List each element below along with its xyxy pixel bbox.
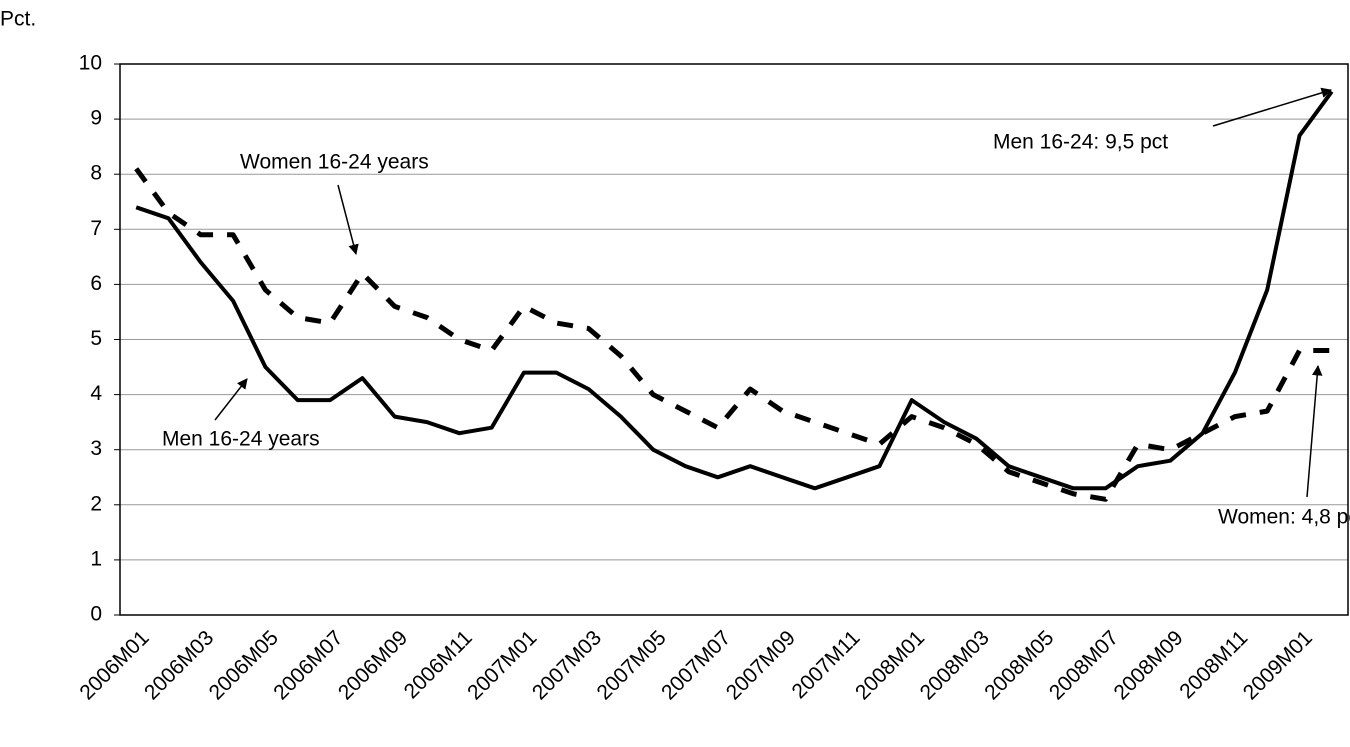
x-tick-label: 2007M01 [463,626,541,704]
y-tick-label: 0 [90,603,102,626]
y-tick-label: 4 [90,382,102,405]
x-tick-label: 2008M11 [1175,626,1252,703]
x-tick-label: 2006M01 [75,626,153,704]
annotation: Men 16-24: 9,5 pct [993,131,1168,154]
y-tick-label: 6 [90,272,102,295]
x-tick-label: 2007M09 [722,626,800,704]
x-tick-label: 2007M05 [592,626,670,704]
x-tick-label: 2006M09 [334,626,412,704]
x-tick-label: 2006M11 [400,626,477,703]
x-tick-label: 2007M11 [787,626,864,703]
y-tick-label: 9 [90,107,102,130]
x-tick-label: 2006M07 [269,626,347,704]
y-tick-label: 1 [90,547,102,570]
x-tick-label: 2009M01 [1239,626,1317,704]
annotation: Men 16-24 years [162,428,320,451]
y-tick-label: 5 [90,327,102,350]
y-axis-label: Pct. [0,8,36,31]
x-tick-label: 2008M01 [851,626,929,704]
annotation: Women: 4,8 pct [1218,506,1350,529]
y-tick-label: 10 [79,52,102,75]
annotation-arrow [1306,364,1323,498]
annotation-arrow [337,184,359,256]
x-tick-label: 2008M03 [916,626,994,704]
series-line [135,90,1334,491]
x-tick-label: 2008M05 [980,626,1058,704]
x-tick-label: 2007M07 [657,626,735,704]
y-tick-label: 8 [90,162,102,185]
x-tick-label: 2006M03 [140,626,218,704]
x-tick-label: 2008M07 [1045,626,1123,704]
x-tick-label: 2007M03 [528,626,606,704]
series-line [134,167,1332,502]
y-tick-label: 2 [90,492,102,515]
annotation-arrow [214,378,248,421]
y-tick-label: 3 [90,437,102,460]
plot-frame [119,63,1349,616]
annotation-arrow [1212,87,1333,127]
x-tick-label: 2008M09 [1110,626,1188,704]
y-tick-label: 7 [90,217,102,240]
annotation: Women 16-24 years [240,151,429,174]
x-tick-label: 2006M05 [205,626,283,704]
